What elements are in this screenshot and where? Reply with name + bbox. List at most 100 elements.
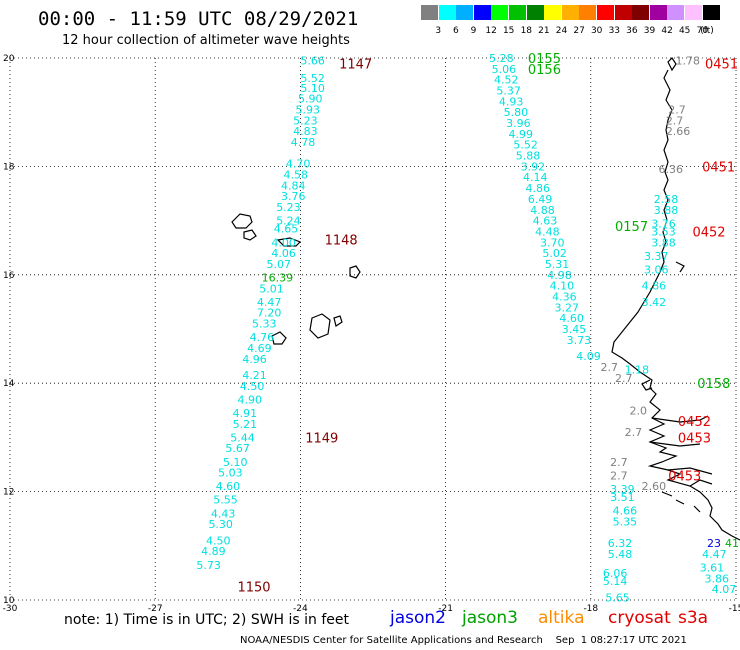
wave-height-value: 5.90 — [298, 93, 323, 106]
wave-height-value: 4.14 — [523, 171, 548, 184]
wave-height-value: 4.83 — [293, 125, 318, 138]
colorbar-swatch — [702, 5, 720, 20]
colorbar-label: 3 — [435, 26, 442, 36]
wave-height-value: 5.24 — [276, 215, 301, 228]
wave-height-value: 5.10 — [223, 456, 248, 469]
wave-height-value: 3.76 — [281, 190, 306, 203]
wave-height-value: 4.47 — [702, 548, 727, 561]
wave-height-value: 5.66 — [300, 55, 325, 68]
wave-height-value: 4.78 — [291, 136, 316, 149]
wave-height-value: 3.61 — [700, 561, 725, 574]
wave-height-value: 4.07 — [712, 583, 737, 596]
wave-height-value: 4.65 — [274, 223, 299, 236]
wave-height-value: 4.10 — [550, 280, 575, 293]
credit-text: NOAA/NESDIS Center for Satellite Applica… — [240, 635, 543, 646]
wave-height-value: 3.70 — [540, 236, 565, 249]
wave-height-value: 4.43 — [211, 507, 236, 520]
wave-height-value: 5.80 — [504, 106, 529, 119]
track-id-label: 1150 — [237, 580, 270, 595]
lon-tick-label: -15 — [729, 604, 740, 614]
colorbar-label: 15 — [502, 26, 515, 36]
wave-height-value: 4.00 — [271, 236, 296, 249]
lat-lon-grid — [9, 57, 737, 601]
wave-height-value: 4.99 — [509, 128, 534, 141]
wave-height-value: 3.73 — [567, 334, 592, 347]
observations: 5.665.525.105.905.935.234.834.784.704.58… — [196, 52, 739, 604]
colorbar-swatch — [632, 5, 650, 20]
track-id-label: 1149 — [305, 431, 338, 446]
wave-height-value: 4.36 — [552, 290, 577, 303]
colorbar-swatch — [438, 5, 456, 20]
island-boa-vista — [333, 315, 343, 327]
wave-height-value: 3.96 — [506, 117, 530, 130]
colorbar-label: 42 — [661, 26, 673, 36]
wave-height-value: 5.21 — [233, 418, 258, 431]
wave-height-value: 5.88 — [516, 150, 541, 163]
wave-height-value: 5.52 — [513, 139, 538, 152]
wave-height-value: 2.7 — [600, 361, 618, 374]
track-id-label: 0452 — [692, 225, 725, 240]
wave-height-value: 4.88 — [530, 204, 555, 217]
coastline — [231, 57, 740, 541]
axis-ticks: -30 -27 -24 -21 -18 -15 20 18 16 14 12 10 — [3, 54, 740, 614]
wave-height-value: 3.06 — [644, 263, 669, 276]
wave-height-value: 4.50 — [240, 380, 265, 393]
wave-height-value: 5.07 — [267, 258, 292, 271]
wave-height-value: 5.44 — [230, 431, 255, 444]
wave-height-value: 2.0 — [630, 404, 648, 417]
track-id-label: 0453 — [678, 431, 711, 446]
wave-height-value: 4.86 — [525, 182, 550, 195]
wave-height-value: 41 — [725, 537, 739, 550]
wave-height-value: 4.93 — [499, 95, 523, 108]
wave-height-value: 2.7 — [610, 456, 628, 469]
wave-height-value: 2.66 — [666, 125, 691, 138]
lat-tick-label: 20 — [3, 54, 15, 64]
colorbar-label: 33 — [608, 26, 621, 36]
wave-height-value: 5.01 — [259, 282, 284, 295]
colorbar-swatch — [597, 5, 614, 20]
lon-tick-label: -18 — [583, 604, 598, 614]
wave-height-value: 4.52 — [494, 74, 519, 87]
wave-height-value: 5.55 — [213, 494, 238, 507]
island-sao-nicolau — [276, 237, 302, 247]
colorbar-label: 12 — [485, 26, 497, 36]
wave-height-value: 4.76 — [250, 331, 275, 344]
wave-height-value: 23 — [707, 537, 721, 550]
wave-height-value: 3.53 — [651, 225, 676, 238]
wave-height-value: 6.06 — [603, 567, 628, 580]
colorbar-unit: (ft) — [700, 26, 714, 36]
wave-height-value: 5.03 — [218, 467, 243, 480]
units-note: note: 1) Time is in UTC; 2) SWH is in fe… — [64, 612, 350, 628]
wave-height-value: 4.50 — [206, 534, 231, 547]
wave-height-value: 5.33 — [252, 318, 277, 331]
wave-height-value: 4.69 — [247, 342, 272, 355]
lat-tick-label: 16 — [3, 271, 15, 281]
track-id-label: 0156 — [528, 63, 561, 78]
wave-height-value: 5.31 — [545, 258, 570, 271]
wave-height-value: 3.42 — [642, 296, 667, 309]
legend-jason3: jason3 — [462, 608, 518, 628]
wave-height-value: 4.06 — [271, 247, 296, 260]
wave-height-value: 5.02 — [542, 247, 567, 260]
wave-height-value: 6.49 — [528, 193, 553, 206]
wave-height-value: 1.18 — [625, 364, 650, 377]
wave-height-value: 4.90 — [237, 393, 261, 406]
wave-height-value: 2.7 — [615, 372, 633, 385]
guinea-bissau-islands — [667, 467, 713, 487]
wave-height-value: 7.20 — [257, 307, 282, 320]
legend-cryosat: cryosat — [608, 608, 671, 628]
track-id-label: 1148 — [325, 234, 358, 249]
wave-height-value: 4.09 — [576, 350, 601, 363]
lat-tick-label: 18 — [3, 162, 15, 172]
footer-timestamp: Sep 1 08:27:17 UTC 2021 — [555, 635, 687, 646]
colorbar-label: 30 — [590, 26, 603, 36]
colorbar-swatch — [421, 5, 438, 20]
bijagos — [661, 491, 701, 513]
wave-height-value: 5.52 — [300, 72, 325, 85]
wave-height-value: 5.35 — [613, 515, 638, 528]
wave-height-value: 5.37 — [496, 85, 521, 98]
wave-height-value: 5.73 — [196, 559, 221, 572]
wave-height-value: 2.7 — [666, 114, 684, 127]
track-id-label: 0157 — [615, 220, 648, 235]
track-id-label: 0451 — [702, 160, 735, 175]
